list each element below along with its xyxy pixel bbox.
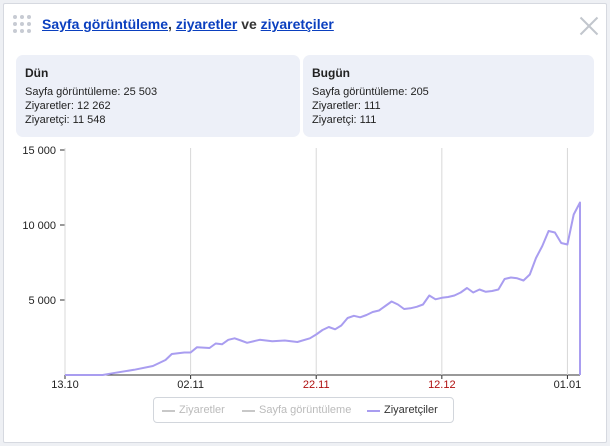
pageviews-link[interactable]: Sayfa görüntüleme: [42, 16, 169, 32]
legend-swatch: [162, 410, 175, 412]
y-tick-label: 10 000: [22, 220, 56, 232]
visits-link[interactable]: ziyaretler: [175, 16, 238, 32]
x-tick-label: 01.01: [554, 379, 582, 391]
title-separator: ,: [168, 16, 172, 32]
title-and: ve: [241, 16, 257, 32]
legend-label: Ziyaretler: [179, 404, 225, 416]
stats-panel-yesterday: Dün Sayfa görüntüleme: 25 503 Ziyaretler…: [16, 55, 300, 137]
stat-visitors: Ziyaretçi: 111: [312, 114, 377, 126]
series-line-visitors: [65, 201, 581, 376]
x-tick-label: 02.11: [177, 379, 204, 391]
stats-panel-today: Bugün Sayfa görüntüleme: 205 Ziyaretler:…: [303, 55, 594, 137]
stat-pageviews: Sayfa görüntüleme: 205: [312, 86, 429, 98]
stat-pageviews: Sayfa görüntüleme: 25 503: [25, 86, 158, 98]
legend-label: Sayfa görüntüleme: [259, 404, 352, 416]
stat-visits: Ziyaretler: 111: [312, 100, 381, 112]
drag-handle-icon[interactable]: [13, 15, 31, 33]
legend-label: Ziyaretçiler: [384, 404, 438, 416]
stats-heading: Dün: [25, 66, 49, 80]
x-tick-label: 13.10: [51, 379, 79, 391]
stat-visitors: Ziyaretçi: 11 548: [25, 114, 106, 126]
legend-swatch: [242, 410, 255, 412]
y-tick-label: 15 000: [22, 145, 56, 157]
legend-swatch: [367, 410, 380, 412]
stat-visits: Ziyaretler: 12 262: [25, 100, 111, 112]
window-title: Sayfa görüntüleme, ziyaretler ve ziyaret…: [42, 16, 334, 32]
x-tick-label: 22.11: [303, 379, 330, 391]
visitors-link[interactable]: ziyaretçiler: [260, 16, 334, 32]
y-tick-label: 5 000: [28, 295, 56, 307]
stats-heading: Bugün: [312, 66, 350, 80]
chart-legend: Ziyaretler Sayfa görüntüleme Ziyaretçile…: [153, 397, 454, 423]
x-tick-label: 12.12: [428, 379, 456, 391]
